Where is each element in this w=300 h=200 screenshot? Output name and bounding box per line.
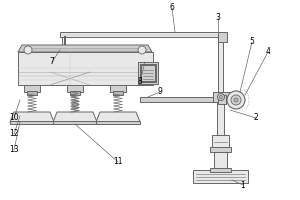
Bar (218, 32, 227, 42)
Text: 11: 11 (113, 158, 123, 166)
Circle shape (231, 95, 241, 105)
Bar (138, 62, 158, 84)
Bar (141, 65, 155, 81)
Bar (140, 97, 218, 102)
Bar (140, 64, 156, 82)
Bar (67, 85, 83, 92)
Text: 5: 5 (250, 38, 254, 46)
Text: 3: 3 (216, 14, 220, 22)
Circle shape (220, 96, 223, 98)
Bar (113, 91, 123, 95)
Bar (70, 91, 80, 95)
Text: 7: 7 (50, 58, 54, 66)
Text: 9: 9 (158, 88, 162, 97)
Bar (110, 85, 126, 92)
Bar (213, 92, 231, 102)
Circle shape (218, 94, 224, 100)
Bar (214, 152, 227, 170)
Bar (217, 100, 224, 135)
Circle shape (234, 98, 238, 102)
Bar (27, 91, 37, 95)
Text: 8: 8 (138, 77, 142, 86)
Text: 12: 12 (9, 130, 19, 138)
Text: 4: 4 (266, 47, 270, 56)
Bar (212, 135, 229, 147)
Bar (10, 121, 54, 124)
Bar (53, 121, 97, 124)
Bar (96, 121, 140, 124)
Bar (210, 147, 231, 152)
Text: 2: 2 (254, 114, 258, 122)
Text: 13: 13 (9, 146, 19, 154)
Circle shape (138, 46, 146, 54)
Circle shape (227, 91, 245, 109)
Polygon shape (10, 112, 54, 122)
Bar (18, 52, 153, 85)
Bar (218, 95, 226, 104)
Bar (60, 32, 223, 37)
Polygon shape (18, 45, 152, 52)
Text: 6: 6 (169, 3, 174, 12)
Bar (193, 170, 248, 183)
Polygon shape (96, 112, 140, 122)
Bar (24, 85, 40, 92)
Circle shape (24, 46, 32, 54)
Bar (210, 168, 231, 172)
Bar (218, 35, 223, 97)
Polygon shape (53, 112, 97, 122)
Text: 1: 1 (241, 180, 245, 190)
Text: 10: 10 (9, 114, 19, 122)
